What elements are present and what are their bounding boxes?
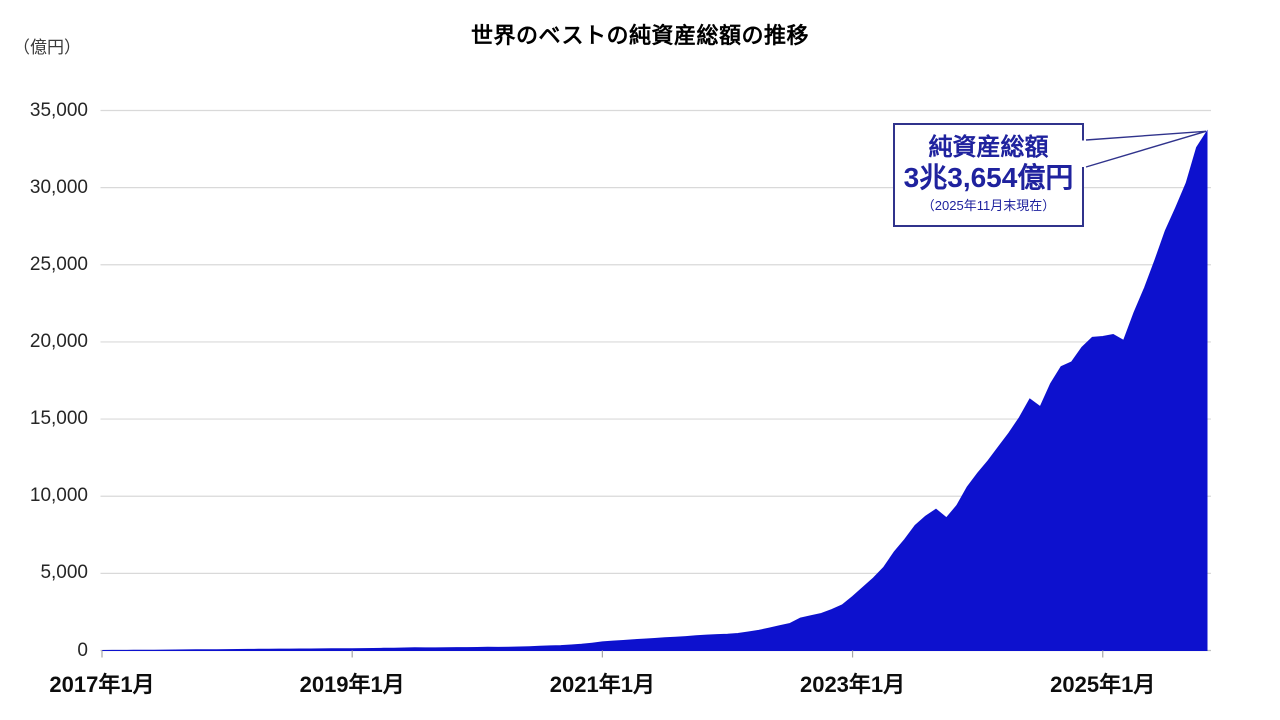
annotation-title: 純資産総額	[928, 134, 1049, 161]
x-axis-label: 2023年1月	[799, 672, 906, 697]
x-axis-label: 2025年1月	[1050, 672, 1156, 697]
y-axis-label: 10,000	[29, 485, 88, 507]
y-axis-unit-label: （億円）	[13, 38, 81, 57]
x-axis-label: 2017年1月	[49, 672, 155, 697]
x-axis-label: 2019年1月	[299, 672, 405, 697]
y-axis-label: 35,000	[29, 99, 88, 121]
annotation-callout: 純資産総額 3兆3,654億円 （2025年11月末現在）	[893, 123, 1084, 227]
annotation-value: 3兆3,654億円	[903, 162, 1074, 193]
y-axis-label: 15,000	[29, 408, 88, 430]
area-series	[101, 129, 1208, 651]
y-axis-label: 30,000	[29, 176, 88, 198]
chart-title: 世界のベストの純資産総額の推移	[471, 23, 809, 48]
annotation-asof: （2025年11月末現在）	[921, 198, 1056, 213]
y-axis-label: 0	[77, 639, 88, 661]
x-axis-label: 2021年1月	[549, 672, 655, 697]
y-axis-label: 25,000	[29, 253, 88, 275]
y-axis-label: 5,000	[40, 562, 88, 584]
y-axis-label: 20,000	[29, 330, 88, 352]
